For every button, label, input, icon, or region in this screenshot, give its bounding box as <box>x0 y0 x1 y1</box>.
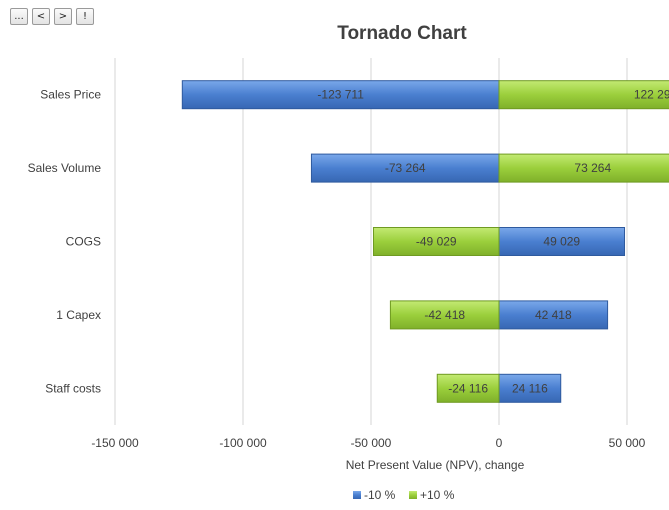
alert-button[interactable]: ! <box>76 8 94 25</box>
x-tick-label: -100 000 <box>219 436 267 450</box>
x-tick-label: -50 000 <box>351 436 392 450</box>
gridlines <box>114 58 628 425</box>
x-tick-label: -150 000 <box>91 436 139 450</box>
previous-button[interactable]: < <box>32 8 50 25</box>
x-tick-label: 50 000 <box>609 436 646 450</box>
legend: -10 % +10 % <box>353 488 455 502</box>
x-tick-label: 0 <box>496 436 503 450</box>
data-label: 24 116 <box>512 381 548 395</box>
bar-labels: -123 711 122 293 -73 264 73 264 49 029 -49 02… <box>317 88 669 396</box>
category-label: Staff costs <box>45 381 101 395</box>
data-label: -49 029 <box>416 235 457 249</box>
data-label: 42 418 <box>535 308 572 322</box>
category-labels: Sales Price Sales Volume COGS 1 Capex Staff … <box>28 88 102 396</box>
bar-minus-1 <box>310 153 500 183</box>
category-label: COGS <box>66 235 101 249</box>
bar-plus-0 <box>498 80 669 110</box>
chart-toolbar: ... < > ! <box>10 8 94 25</box>
category-label: Sales Volume <box>28 161 102 175</box>
legend-label-plus: +10 % <box>420 488 455 502</box>
data-label: -123 711 <box>317 88 364 102</box>
bar-minus-4 <box>498 373 562 403</box>
category-label: 1 Capex <box>56 308 101 322</box>
more-button[interactable]: ... <box>10 8 28 25</box>
category-label: Sales Price <box>40 88 101 102</box>
bar-plus-1 <box>498 153 669 183</box>
bar-plus-4 <box>436 373 500 403</box>
next-button[interactable]: > <box>54 8 72 25</box>
chart-title: Tornado Chart <box>337 23 467 44</box>
bar-plus-2 <box>372 227 500 256</box>
legend-swatch-minus <box>353 491 361 499</box>
data-label: -24 116 <box>448 381 488 395</box>
data-label: 73 264 <box>574 161 611 175</box>
legend-swatch-plus <box>409 491 417 499</box>
bar-minus-0 <box>181 80 500 110</box>
data-label: 49 029 <box>543 235 580 249</box>
bars <box>181 80 669 403</box>
legend-label-minus: -10 % <box>364 488 396 502</box>
bar-plus-3 <box>389 300 500 330</box>
x-axis-label: Net Present Value (NPV), change <box>346 458 525 472</box>
data-label: 122 293 <box>634 88 669 102</box>
data-label: -73 264 <box>385 161 426 175</box>
data-label: -42 418 <box>424 308 465 322</box>
